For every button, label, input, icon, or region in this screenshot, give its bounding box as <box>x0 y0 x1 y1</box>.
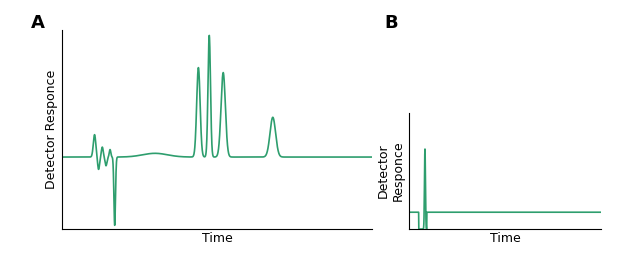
Text: A: A <box>31 14 45 32</box>
X-axis label: Time: Time <box>490 232 521 245</box>
Y-axis label: Detector
Responce: Detector Responce <box>377 141 405 201</box>
Y-axis label: Detector Responce: Detector Responce <box>45 70 58 189</box>
X-axis label: Time: Time <box>202 232 232 245</box>
Text: B: B <box>384 14 398 32</box>
